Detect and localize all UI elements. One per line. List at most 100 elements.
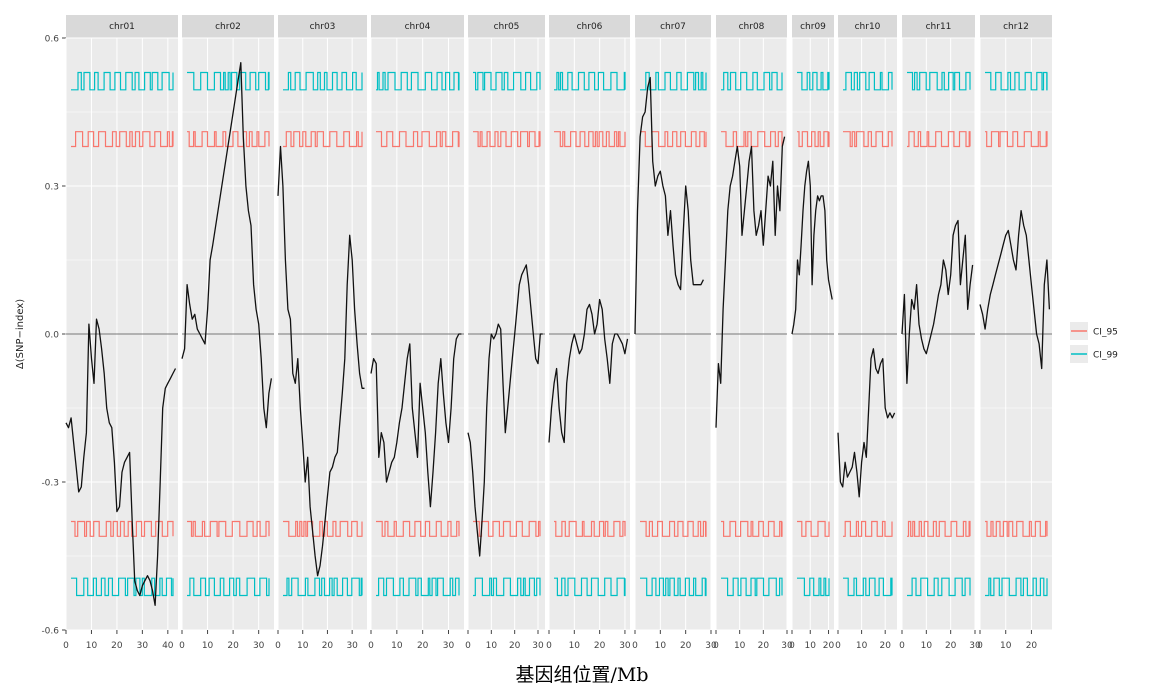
legend-label: CI_99 — [1093, 351, 1118, 361]
x-tick-label: 0 — [899, 641, 905, 651]
x-tick-label: 20 — [1026, 641, 1038, 651]
facet-strip-label: chr02 — [215, 22, 241, 32]
facet-strip-label: chr03 — [310, 22, 336, 32]
ci-band-CI_99 — [376, 71, 460, 91]
ci-band-CI_99 — [907, 577, 971, 597]
facet-strip — [66, 15, 178, 38]
ci-band-CI_95 — [797, 131, 830, 148]
delta-snp-index-line — [65, 318, 177, 606]
delta-snp-index-line — [277, 145, 365, 577]
x-tick-label: 10 — [734, 641, 746, 651]
delta-snp-index-line — [791, 160, 833, 335]
x-tick-label: 0 — [546, 641, 552, 651]
facet-panel-chr12: chr12 0 10 20 — [977, 15, 1052, 651]
ci-band-CI_95 — [473, 520, 541, 537]
x-tick-label: 30 — [532, 641, 544, 651]
facet-strip — [182, 15, 274, 38]
ci-band-CI_99 — [640, 577, 707, 597]
legend-label: CI_95 — [1093, 328, 1118, 338]
x-tick-label: 20 — [417, 641, 429, 651]
x-tick-label: 30 — [253, 641, 265, 651]
x-tick-label: 20 — [758, 641, 770, 651]
x-tick-label: 10 — [921, 641, 933, 651]
ci-band-CI_95 — [283, 131, 363, 148]
x-tick-label: 40 — [162, 641, 174, 651]
facet-panel-chr04: chr04 0 10 20 30 — [368, 15, 464, 651]
facet-panel-chr06: chr06 0 10 20 30 — [546, 15, 631, 651]
x-tick-label: 30 — [705, 641, 717, 651]
ci-band-CI_99 — [473, 577, 541, 597]
ci-band-CI_95 — [985, 520, 1048, 537]
facet-strip — [371, 15, 464, 38]
facet-panel-chr08: chr08 0 10 20 30 — [713, 15, 793, 651]
delta-snp-index-line — [181, 62, 273, 429]
x-tick-label: 10 — [297, 641, 309, 651]
x-tick-label: 20 — [322, 641, 334, 651]
ci-band-CI_99 — [843, 71, 893, 91]
x-tick-label: 0 — [713, 641, 719, 651]
facet-panel-chr10: chr10 0 10 20 — [835, 15, 897, 651]
x-tick-label: 0 — [977, 641, 983, 651]
x-tick-label: 10 — [655, 641, 667, 651]
ci-band-CI_99 — [376, 577, 460, 597]
ci-band-CI_95 — [797, 520, 830, 537]
ci-band-CI_95 — [640, 520, 707, 537]
x-tick-label: 0 — [275, 641, 281, 651]
y-tick-label: 0.3 — [45, 183, 59, 193]
facet-panel-chr02: chr02 0 10 20 30 — [179, 15, 274, 651]
facet-strip — [716, 15, 787, 38]
delta-snp-index-line — [837, 348, 896, 498]
facet-strip-label: chr09 — [800, 22, 826, 32]
delta-snp-index-line — [370, 333, 462, 508]
x-tick-label: 10 — [1000, 641, 1012, 651]
ci-band-CI_99 — [843, 577, 893, 597]
x-tick-label: 20 — [879, 641, 891, 651]
x-tick-label: 30 — [969, 641, 981, 651]
ci-band-CI_95 — [907, 520, 971, 537]
x-tick-label: 20 — [594, 641, 606, 651]
facet-strip-label: chr04 — [405, 22, 431, 32]
x-tick-label: 10 — [202, 641, 214, 651]
ci-band-CI_95 — [554, 131, 626, 148]
ci-band-CI_99 — [797, 71, 830, 91]
facet-strip-label: chr08 — [739, 22, 765, 32]
delta-snp-index-line — [901, 219, 974, 384]
x-tick-label: 0 — [789, 641, 795, 651]
x-tick-label: 10 — [569, 641, 581, 651]
y-tick-label: 0.0 — [45, 331, 60, 341]
ci-band-CI_99 — [985, 577, 1048, 597]
ci-band-CI_95 — [376, 131, 460, 148]
ci-band-CI_95 — [721, 131, 783, 148]
ci-band-CI_99 — [71, 577, 174, 597]
facet-strip-label: chr12 — [1003, 22, 1029, 32]
x-tick-label: 10 — [856, 641, 868, 651]
y-axis-label: Δ(SNP−index) — [15, 299, 26, 369]
facet-strip — [549, 15, 630, 38]
y-axis: 0.6 0.3 0.0 -0.3 -0.6 — [41, 35, 66, 637]
facet-strip — [278, 15, 367, 38]
ci-band-CI_95 — [843, 520, 893, 537]
ci-band-CI_95 — [283, 520, 363, 537]
x-tick-label: 30 — [619, 641, 631, 651]
x-tick-label: 0 — [632, 641, 638, 651]
facet-strip — [838, 15, 897, 38]
x-tick-label: 10 — [391, 641, 403, 651]
x-axis-label: 基因组位置/Mb — [515, 664, 649, 686]
x-tick-label: 20 — [111, 641, 123, 651]
delta-snp-index-line — [467, 264, 543, 557]
x-tick-label: 30 — [443, 641, 455, 651]
facet-panel-chr07: chr07 0 10 20 30 — [632, 15, 717, 651]
facet-strip-label: chr05 — [494, 22, 520, 32]
facet-strip — [902, 15, 975, 38]
facet-panel-chr09: chr09 0 10 20 — [789, 15, 835, 651]
y-tick-label: -0.6 — [41, 627, 59, 637]
ci-band-CI_95 — [640, 131, 707, 148]
ci-band-CI_99 — [71, 71, 174, 91]
delta-snp-index-line — [634, 76, 704, 335]
y-tick-label: -0.3 — [41, 479, 59, 489]
facet-strip-label: chr10 — [855, 22, 881, 32]
ci-band-CI_95 — [187, 520, 270, 537]
ci-band-CI_99 — [473, 71, 541, 91]
